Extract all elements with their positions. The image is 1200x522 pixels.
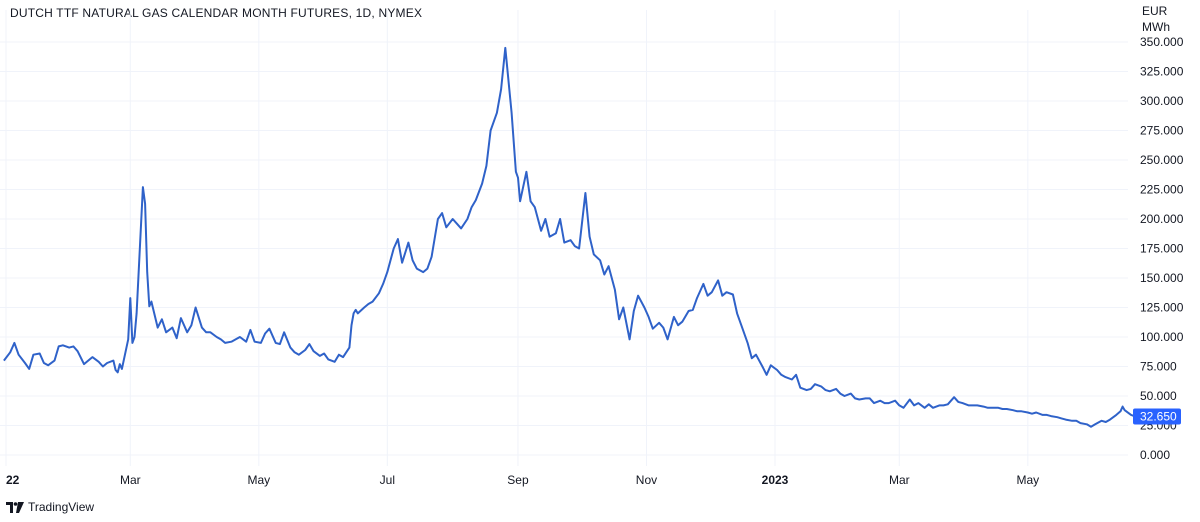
x-tick-label: 22: [6, 473, 20, 487]
last-price-badge: [1133, 408, 1181, 425]
y-tick-label: 50.000: [1140, 389, 1177, 403]
x-tick-label: Mar: [889, 473, 910, 487]
y-tick-label: 150.000: [1140, 271, 1184, 285]
last-price-label: 32.650: [1140, 409, 1177, 423]
x-tick-label: Mar: [120, 473, 141, 487]
y-axis: 0.00025.00050.00075.000100.000125.000150…: [1140, 35, 1184, 462]
y-tick-label: 275.000: [1140, 124, 1184, 138]
y-tick-label: 125.000: [1140, 301, 1184, 315]
x-tick-label: May: [1016, 473, 1039, 487]
y-tick-label: 200.000: [1140, 212, 1184, 226]
price-series-line: [3, 46, 1136, 428]
brand-logo[interactable]: TradingView: [6, 500, 94, 514]
tradingview-logo-icon: [6, 501, 24, 513]
x-tick-label: Sep: [507, 473, 529, 487]
y-tick-label: 75.000: [1140, 360, 1177, 374]
y-tick-label: 175.000: [1140, 242, 1184, 256]
unit-label-energy: MWh: [1142, 20, 1170, 34]
brand-name: TradingView: [28, 500, 95, 514]
y-tick-label: 0.000: [1140, 448, 1170, 462]
grid-lines: [0, 10, 1128, 466]
y-tick-label: 300.000: [1140, 94, 1184, 108]
y-tick-label: 250.000: [1140, 153, 1184, 167]
y-tick-label: 350.000: [1140, 35, 1184, 49]
y-tick-label: 100.000: [1140, 330, 1184, 344]
unit-label-currency: EUR: [1142, 4, 1168, 18]
y-tick-label: 325.000: [1140, 65, 1184, 79]
x-tick-label: 2023: [762, 473, 789, 487]
x-tick-label: Nov: [636, 473, 657, 487]
x-tick-label: May: [247, 473, 270, 487]
last-price-marker: 32.650: [1133, 408, 1181, 425]
y-tick-label: 225.000: [1140, 183, 1184, 197]
x-tick-label: Jul: [380, 473, 395, 487]
chart-title: DUTCH TTF NATURAL GAS CALENDAR MONTH FUT…: [10, 6, 423, 20]
x-axis: 22 Mar May Jul Sep Nov 2023 Mar May: [6, 473, 1039, 487]
